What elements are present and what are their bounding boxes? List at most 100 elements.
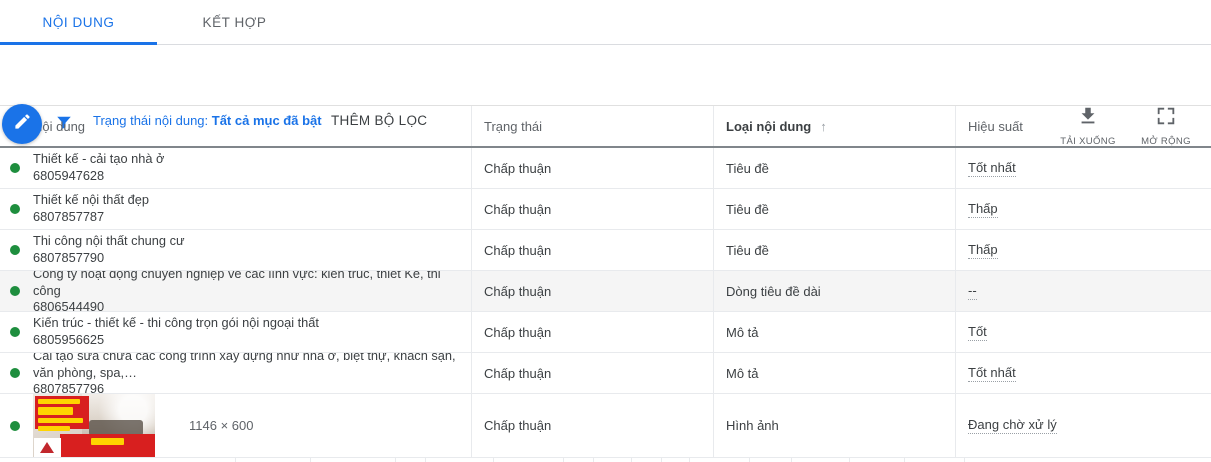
filter-funnel-icon[interactable] (55, 113, 75, 133)
cell-status-text: Chấp thuận (484, 283, 552, 299)
table-row[interactable]: Thiết kế nội thất đẹp 6807857787 Chấp thuậ… (0, 189, 1211, 230)
cell-content[interactable]: Thiết kế nội thất đẹp 6807857787 (0, 189, 471, 229)
filter-chip-value: Tất cả mục đã bật (211, 113, 322, 128)
cell-content[interactable]: Thi công nội thất chung cư 6807857790 (0, 230, 471, 270)
row-status-dot-icon (10, 368, 20, 378)
filter-toolbar: Trạng thái nội dung: Tất cả mục đã bật T… (0, 45, 1211, 147)
row-status-dot-icon (10, 245, 20, 255)
cell-type: Mô tả (713, 312, 955, 352)
active-tab-indicator (0, 42, 157, 45)
cell-status-text: Chấp thuận (484, 242, 552, 258)
cell-type-text: Tiêu đề (726, 242, 769, 258)
cell-type: Hình ảnh (713, 394, 955, 457)
cell-performance: Tốt (955, 312, 1211, 352)
cell-type: Tiêu đề (713, 148, 955, 188)
cell-status: Chấp thuận (471, 189, 713, 229)
cell-performance: Tốt nhất (955, 148, 1211, 188)
cell-type: Tiêu đề (713, 189, 955, 229)
cell-type-text: Hình ảnh (726, 418, 779, 433)
tab-bar-divider (0, 44, 1211, 45)
content-title: Kiến trúc - thiết kế - thi công trọn gói… (33, 315, 319, 331)
content-status-filter-chip[interactable]: Trạng thái nội dung: Tất cả mục đã bật (93, 113, 322, 128)
cell-type: Tiêu đề (713, 230, 955, 270)
content-id: 6805956625 (33, 332, 105, 347)
edit-fab-button[interactable] (2, 104, 42, 144)
cell-type-text: Dòng tiêu đề dài (726, 283, 821, 299)
header-cell-performance[interactable]: Hiệu suất (955, 106, 1211, 146)
table-row[interactable]: 1146 × 600 Chấp thuận Hình ảnh Đang chờ xử … (0, 394, 1211, 458)
cell-type: Dòng tiêu đề dài (713, 271, 955, 311)
table-body: Thiết kế - cải tạo nhà ở 6805947628 Chấp t… (0, 148, 1211, 458)
ad-image-thumbnail[interactable] (33, 394, 155, 457)
content-body: Thiết kế nội thất đẹp 6807857787 (33, 192, 149, 226)
content-body: Thiết kế - cải tạo nhà ở 6805947628 (33, 151, 164, 185)
cell-status-text: Chấp thuận (484, 201, 552, 217)
cell-type-text: Tiêu đề (726, 160, 769, 176)
download-icon (1077, 105, 1099, 132)
cell-content[interactable]: 1146 × 600 (0, 394, 471, 457)
sort-ascending-icon[interactable]: ↑ (820, 118, 827, 134)
tab-ket-hop[interactable]: KẾT HỢP (157, 0, 312, 45)
header-label-status: Trạng thái (484, 118, 543, 134)
download-label: TẢI XUỐNG (1060, 136, 1116, 147)
cell-performance: Thấp (955, 230, 1211, 270)
table-row[interactable]: Công ty hoạt động chuyên nghiệp về các l… (0, 271, 1211, 312)
cell-type-text: Mô tả (726, 365, 759, 381)
header-label-type: Loại nội dung (726, 118, 812, 134)
content-title: Thiết kế - cải tạo nhà ở (33, 151, 165, 167)
table-row[interactable]: Cải tạo sửa chữa các công trình xây dựng… (0, 353, 1211, 394)
header-cell-content[interactable]: Nội dung (0, 106, 471, 146)
table-row[interactable]: Thi công nội thất chung cư 6807857790 Chấp… (0, 230, 1211, 271)
cell-performance-text[interactable]: Thấp (968, 200, 998, 218)
cell-content[interactable]: Cải tạo sửa chữa các công trình xây dựng… (0, 353, 471, 393)
row-status-dot-icon (10, 286, 20, 296)
cell-performance-text[interactable]: Thấp (968, 241, 998, 259)
row-status-dot-icon (10, 204, 20, 214)
content-id: 6807857787 (33, 209, 105, 224)
header-cell-type[interactable]: Loại nội dung ↑ (713, 106, 955, 146)
expand-label: MỞ RỘNG (1141, 136, 1191, 147)
cell-status: Chấp thuận (471, 148, 713, 188)
expand-button[interactable]: MỞ RỘNG (1129, 101, 1203, 147)
content-title: Thi công nội thất chung cư (33, 233, 185, 249)
cell-status: Chấp thuận (471, 271, 713, 311)
expand-icon (1155, 105, 1177, 132)
toolbar-actions: TẢI XUỐNG MỞ RỘNG (1051, 101, 1203, 147)
cell-status-text: Chấp thuận (484, 324, 552, 340)
cell-performance: Thấp (955, 189, 1211, 229)
cell-performance-text[interactable]: Đang chờ xử lý (968, 417, 1057, 434)
filter-chip-prefix: Trạng thái nội dung: (93, 113, 212, 128)
content-body: Thi công nội thất chung cư 6807857790 (33, 233, 185, 267)
add-filter-button[interactable]: THÊM BỘ LỌC (331, 113, 427, 128)
cell-content[interactable]: Công ty hoạt động chuyên nghiệp về các l… (0, 271, 471, 311)
cell-type-text: Mô tả (726, 324, 759, 340)
header-cell-status[interactable]: Trạng thái (471, 106, 713, 146)
tab-noi-dung[interactable]: NỘI DUNG (0, 0, 157, 45)
table-row[interactable]: Kiến trúc - thiết kế - thi công trọn gói… (0, 312, 1211, 353)
cell-performance: Tốt nhất (955, 353, 1211, 393)
tab-noi-dung-label: NỘI DUNG (42, 15, 115, 30)
cell-status-text: Chấp thuận (484, 160, 552, 176)
cell-content[interactable]: Kiến trúc - thiết kế - thi công trọn gói… (0, 312, 471, 352)
cell-performance-text[interactable]: Tốt nhất (968, 159, 1016, 177)
cell-status: Chấp thuận (471, 353, 713, 393)
content-id: 6807857796 (33, 381, 105, 393)
table-row-partial (0, 458, 1211, 462)
cell-performance-text[interactable]: Tốt nhất (968, 364, 1016, 382)
cell-content[interactable]: Thiết kế - cải tạo nhà ở 6805947628 (0, 148, 471, 188)
cell-performance: Đang chờ xử lý (955, 394, 1211, 457)
cell-status: Chấp thuận (471, 394, 713, 457)
cell-performance-text[interactable]: -- (968, 282, 977, 300)
download-button[interactable]: TẢI XUỐNG (1051, 101, 1125, 147)
pencil-icon (13, 112, 32, 136)
header-label-performance: Hiệu suất (968, 118, 1023, 134)
row-status-dot-icon (10, 163, 20, 173)
row-status-dot-icon (10, 327, 20, 337)
cell-performance-text[interactable]: Tốt (968, 323, 987, 341)
table-row[interactable]: Thiết kế - cải tạo nhà ở 6805947628 Chấp t… (0, 148, 1211, 189)
header-label-content: Nội dung (33, 118, 86, 134)
content-title: Thiết kế nội thất đẹp (33, 192, 149, 208)
tab-bar: NỘI DUNG KẾT HỢP (0, 0, 1211, 45)
tab-ket-hop-label: KẾT HỢP (202, 15, 267, 30)
content-id: 6805947628 (33, 168, 105, 183)
